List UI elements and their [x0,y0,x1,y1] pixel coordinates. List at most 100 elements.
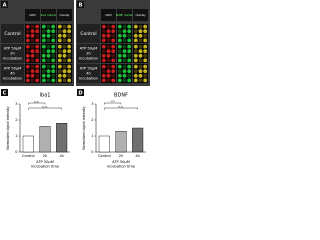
cell-spot [111,49,116,54]
cell-spot [101,58,106,63]
cell-spot [67,29,72,34]
cell-spot [51,78,56,83]
cell-spot [25,38,30,43]
cell-spot [41,73,46,78]
cell-spot [117,29,122,34]
cell-spot [51,64,56,69]
panel-label-box [77,89,84,96]
cell-spot [51,53,56,58]
cell-spot [30,53,35,58]
cell-spot [133,69,138,74]
significance-label: n.s. [118,105,123,109]
cell-spot [67,38,72,43]
cell-spot [133,38,138,43]
micrograph [25,44,40,63]
cell-spot [133,44,138,49]
cell-spot [127,29,132,34]
y-tick-label: 3 [91,102,93,106]
cell-spot [101,53,106,58]
cell-spot [57,38,62,43]
cell-spot [30,29,35,34]
cell-spot [67,64,72,69]
column-header: BDNF marker [116,13,134,17]
cell-spot [138,58,143,63]
y-tick-label: 2 [91,118,93,122]
cell-spot [133,78,138,83]
cell-spot [106,29,111,34]
cell-spot [133,53,138,58]
cell-spot [30,44,35,49]
cell-spot [127,49,132,54]
cell-spot [101,69,106,74]
cell-spot [62,38,67,43]
x-tick-label: Control [22,154,35,158]
x-tick-label: 4h [59,154,63,158]
cell-spot [67,69,72,74]
micrograph [57,24,72,43]
cell-spot [122,33,127,38]
row-label-box [77,64,100,83]
cell-spot [122,78,127,83]
cell-spot [127,78,132,83]
cell-spot [30,33,35,38]
chart-title: Iba1 [40,93,51,99]
cell-spot [41,29,46,34]
cell-spot [111,64,116,69]
cell-spot [143,44,148,49]
cell-spot [138,29,143,34]
panel-label-box [77,1,84,8]
cell-spot [133,33,138,38]
cell-spot [41,44,46,49]
cell-spot [62,78,67,83]
cell-spot [30,24,35,29]
micrograph [41,24,56,43]
micrograph [25,24,40,43]
column-header: Overlay [59,13,70,17]
cell-spot [138,73,143,78]
micrograph [101,44,116,63]
cell-spot [57,69,62,74]
row-label: ATP 50μM [80,47,98,51]
cell-spot [41,78,46,83]
cell-spot [67,33,72,38]
cell-spot [41,24,46,29]
cell-spot [122,58,127,63]
column-header: DAPI [29,13,35,17]
cell-spot [122,44,127,49]
column-header-box [25,9,40,21]
cell-spot [35,73,40,78]
cell-spot [106,24,111,29]
cell-spot [25,49,30,54]
cell-spot [57,58,62,63]
row-label: 4h [86,72,91,76]
cell-spot [101,29,106,34]
cell-spot [25,69,30,74]
cell-spot [111,58,116,63]
cell-spot [127,44,132,49]
cell-spot [67,49,72,54]
micrograph [117,24,132,43]
cell-spot [62,73,67,78]
cell-spot [62,29,67,34]
row-label: ATP 50μM [4,47,22,51]
cell-spot [122,24,127,29]
cell-spot [46,69,51,74]
cell-spot [106,33,111,38]
x-axis-label: ATP 50μM [112,160,130,164]
cell-spot [111,69,116,74]
row-label: ATP 50μM [4,67,22,71]
cell-spot [62,64,67,69]
cell-spot [51,69,56,74]
micrograph [41,64,56,83]
cell-spot [106,73,111,78]
cell-spot [133,64,138,69]
y-tick-label: 1 [15,134,17,138]
cell-spot [122,49,127,54]
y-axis-label: Normalized signal intensity [82,106,86,149]
x-tick-label: 4h [135,154,139,158]
cell-spot [41,53,46,58]
cell-spot [57,44,62,49]
cell-spot [41,69,46,74]
cell-spot [25,78,30,83]
cell-spot [138,38,143,43]
